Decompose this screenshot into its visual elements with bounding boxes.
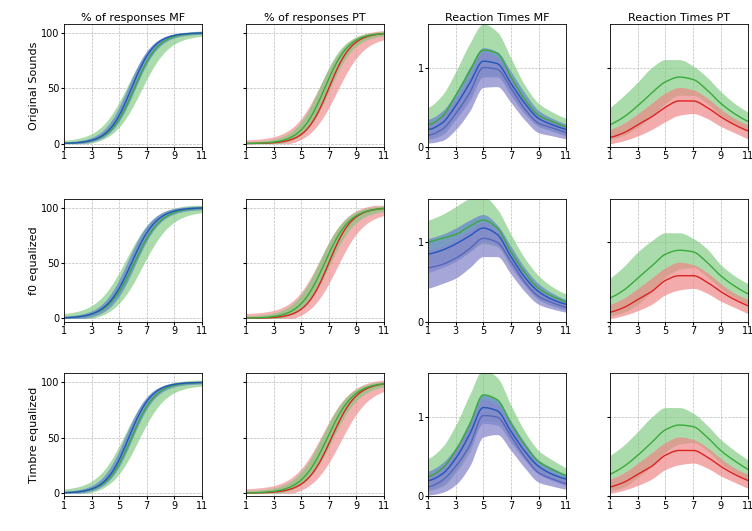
Title: Reaction Times MF: Reaction Times MF — [445, 13, 550, 23]
Y-axis label: Timbre equalized: Timbre equalized — [29, 387, 38, 483]
Title: Reaction Times PT: Reaction Times PT — [628, 13, 730, 23]
Title: % of responses PT: % of responses PT — [264, 13, 365, 23]
Y-axis label: f0 equalized: f0 equalized — [29, 226, 38, 295]
Y-axis label: Original Sounds: Original Sounds — [29, 41, 38, 130]
Title: % of responses MF: % of responses MF — [81, 13, 185, 23]
